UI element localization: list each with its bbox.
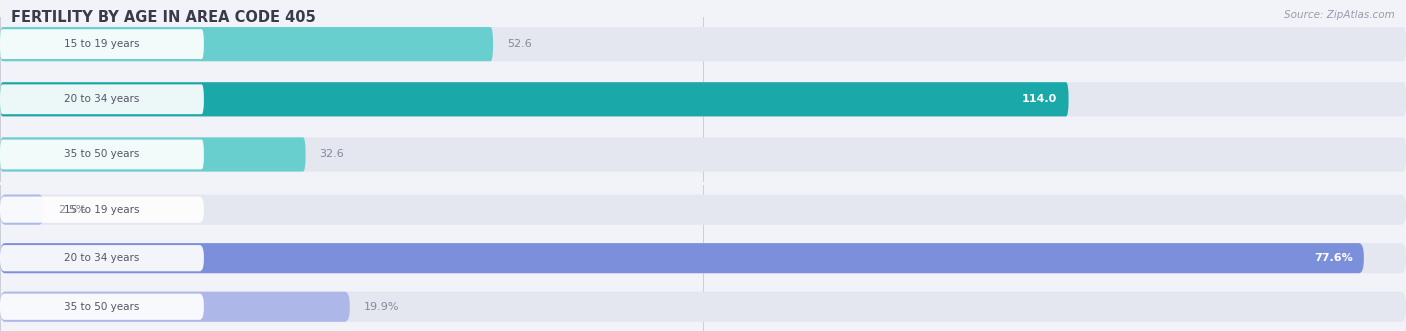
FancyBboxPatch shape <box>0 292 350 322</box>
Text: FERTILITY BY AGE IN AREA CODE 405: FERTILITY BY AGE IN AREA CODE 405 <box>11 10 316 25</box>
FancyBboxPatch shape <box>0 197 204 223</box>
FancyBboxPatch shape <box>0 27 494 61</box>
Text: 114.0: 114.0 <box>1022 94 1057 104</box>
FancyBboxPatch shape <box>0 82 1406 117</box>
FancyBboxPatch shape <box>0 245 204 271</box>
FancyBboxPatch shape <box>0 84 204 114</box>
Text: 15 to 19 years: 15 to 19 years <box>65 205 139 214</box>
Text: 20 to 34 years: 20 to 34 years <box>65 253 139 263</box>
FancyBboxPatch shape <box>0 195 1406 225</box>
FancyBboxPatch shape <box>0 27 1406 61</box>
Text: 32.6: 32.6 <box>319 150 344 160</box>
FancyBboxPatch shape <box>0 292 1406 322</box>
FancyBboxPatch shape <box>0 243 1364 273</box>
FancyBboxPatch shape <box>0 82 1069 117</box>
Text: 19.9%: 19.9% <box>364 302 399 312</box>
FancyBboxPatch shape <box>0 137 305 171</box>
Text: 77.6%: 77.6% <box>1313 253 1353 263</box>
Text: 2.5%: 2.5% <box>58 205 86 214</box>
FancyBboxPatch shape <box>0 195 44 225</box>
Text: Source: ZipAtlas.com: Source: ZipAtlas.com <box>1284 10 1395 20</box>
Text: 20 to 34 years: 20 to 34 years <box>65 94 139 104</box>
Text: 35 to 50 years: 35 to 50 years <box>65 302 139 312</box>
Text: 52.6: 52.6 <box>508 39 531 49</box>
FancyBboxPatch shape <box>0 243 1406 273</box>
FancyBboxPatch shape <box>0 29 204 59</box>
FancyBboxPatch shape <box>0 137 1406 171</box>
Text: 35 to 50 years: 35 to 50 years <box>65 150 139 160</box>
FancyBboxPatch shape <box>0 140 204 169</box>
FancyBboxPatch shape <box>0 294 204 320</box>
Text: 15 to 19 years: 15 to 19 years <box>65 39 139 49</box>
